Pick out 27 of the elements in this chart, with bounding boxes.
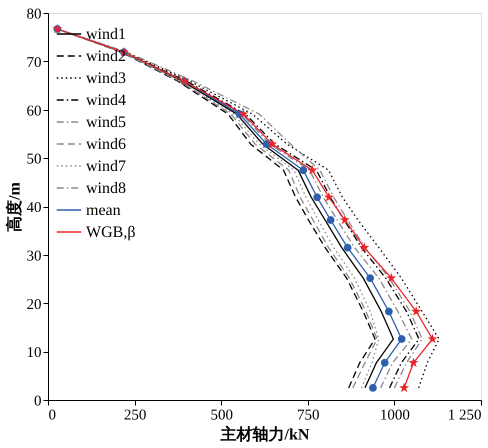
x-tick-label: 250 (124, 408, 146, 424)
x-tick-label: 750 (297, 408, 320, 424)
x-tick-label: 0 (48, 408, 56, 424)
legend-label: wind8 (86, 180, 126, 197)
y-tick-label: 70 (26, 54, 42, 71)
legend-label: wind3 (86, 70, 126, 87)
legend-label: wind1 (86, 26, 126, 43)
legend-label: wind5 (86, 114, 126, 131)
legend-label: wind7 (86, 158, 126, 175)
y-tick-label: 80 (26, 6, 42, 22)
y-tick-label: 10 (26, 345, 42, 362)
legend-label: wind2 (86, 48, 126, 65)
legend-label: wind6 (86, 136, 126, 153)
y-tick-label: 30 (26, 248, 42, 264)
legend-label: WGB,β (86, 224, 136, 241)
x-tick-label: 500 (210, 408, 233, 424)
x-axis-title: 主材轴力/kN (220, 424, 310, 444)
y-tick-label: 20 (26, 296, 42, 313)
y-tick-label: 0 (34, 394, 42, 410)
y-tick-label: 50 (26, 152, 42, 168)
legend-label: wind4 (86, 92, 126, 109)
y-tick-label: 40 (26, 200, 42, 216)
x-tick-label: 1000 (380, 408, 410, 424)
x-tick-label: 1 250 (448, 408, 482, 424)
y-tick-label: 60 (26, 103, 42, 120)
y-axis-title: 高度/m (4, 181, 24, 232)
legend-label: mean (86, 202, 121, 219)
